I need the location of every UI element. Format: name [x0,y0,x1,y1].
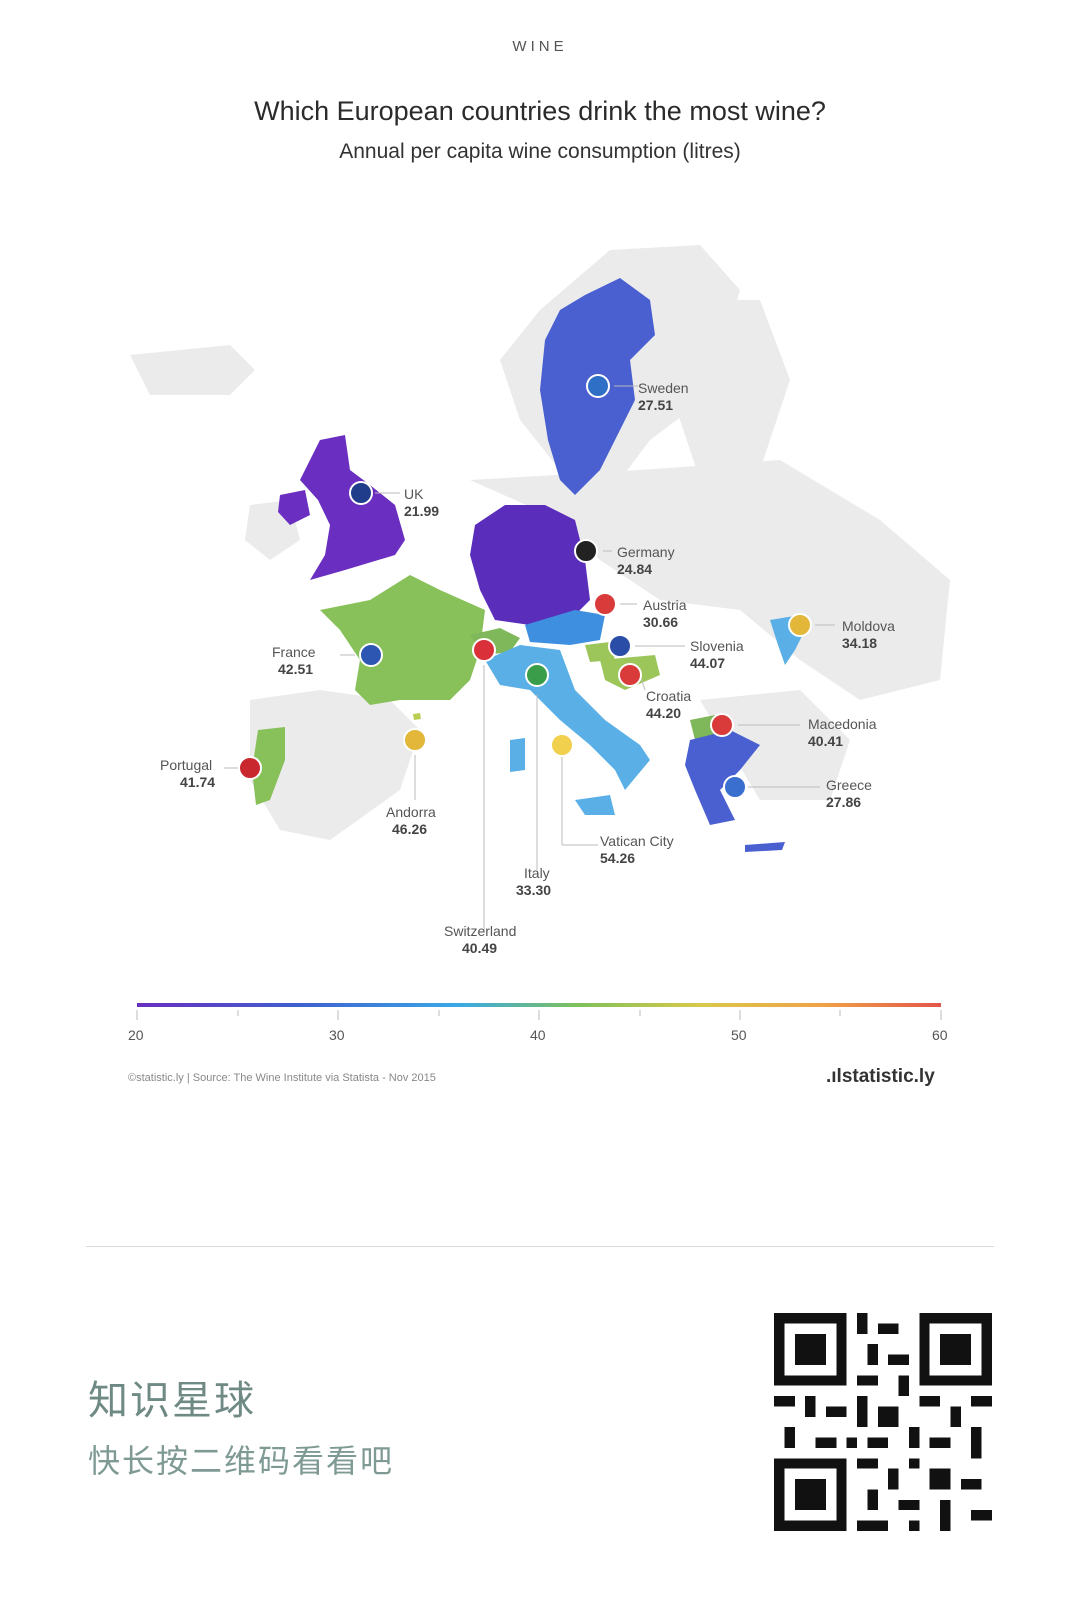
label-andorra: Andorra [386,804,436,820]
country-sicily [575,795,615,815]
label-switzerland: Switzerland [444,923,516,939]
country-germany [470,505,590,625]
leader-lines [224,385,835,930]
country-crete [745,842,785,852]
value-germany: 24.84 [617,561,652,577]
flag-uk-icon [349,481,373,505]
country-uk [300,435,405,580]
country-ireland [278,490,310,525]
flag-macedonia-icon [710,713,734,737]
country-slovenia [585,642,615,662]
flag-france-icon [359,643,383,667]
label-sweden: Sweden [638,380,689,396]
scale-tick-60: 60 [932,1027,948,1043]
label-macedonia: Macedonia [808,716,877,732]
chart-subtitle: Annual per capita wine consumption (litr… [339,140,741,163]
label-vatican: Vatican City [600,833,674,849]
value-vatican: 54.26 [600,850,635,866]
value-greece: 27.86 [826,794,861,810]
promo-subtitle: 快长按二维码看看吧 [88,1442,395,1480]
value-austria: 30.66 [643,614,678,630]
value-portugal: 41.74 [180,774,215,790]
flag-germany-icon [574,539,598,563]
value-moldova: 34.18 [842,635,877,651]
label-slovenia: Slovenia [690,638,744,654]
value-switzerland: 40.49 [462,940,497,956]
europe-map: Sweden 27.51 UK 21.99 Germany 24.84 Aust… [128,245,950,1043]
flag-vatican-icon [550,733,574,757]
brand-logo: .ılstatistic.ly [826,1066,935,1087]
kicker: WINE [512,38,568,55]
flag-switzerland-icon [472,638,496,662]
chart-title: Which European countries drink the most … [254,96,826,126]
value-france: 42.51 [278,661,313,677]
value-slovenia: 44.07 [690,655,725,671]
label-greece: Greece [826,777,872,793]
flag-markers [238,374,812,799]
qr-code-icon[interactable] [774,1313,992,1531]
label-moldova: Moldova [842,618,895,634]
label-germany: Germany [617,544,675,560]
label-france: France [272,644,316,660]
scale-ticks [136,1010,942,1020]
value-andorra: 46.26 [392,821,427,837]
label-croatia: Croatia [646,688,691,704]
color-scale-bar [137,1003,941,1007]
country-portugal [252,727,285,805]
flag-croatia-icon [618,663,642,687]
flag-portugal-icon [238,756,262,780]
flag-sweden-icon [586,374,610,398]
country-labels: Sweden 27.51 UK 21.99 Germany 24.84 Aust… [160,380,895,956]
country-andorra [413,713,421,720]
country-austria [525,610,605,645]
flag-italy-icon [525,663,549,687]
scale-tick-50: 50 [731,1027,747,1043]
label-italy: Italy [524,865,550,881]
country-greece [685,730,760,825]
flag-andorra-icon [403,728,427,752]
value-uk: 21.99 [404,503,439,519]
divider [86,1246,994,1247]
scale-tick-20: 20 [128,1027,144,1043]
label-uk: UK [404,486,424,502]
flag-greece-icon [723,775,747,799]
label-austria: Austria [643,597,687,613]
flag-slovenia-icon [608,634,632,658]
source-credit: ©statistic.ly | Source: The Wine Institu… [128,1072,436,1084]
label-portugal: Portugal [160,757,212,773]
value-sweden: 27.51 [638,397,673,413]
value-macedonia: 40.41 [808,733,843,749]
flag-austria-icon [593,592,617,616]
scale-tick-30: 30 [329,1027,345,1043]
value-italy: 33.30 [516,882,551,898]
country-sardinia [510,738,525,772]
value-croatia: 44.20 [646,705,681,721]
promo-title: 知识星球 [88,1378,256,1424]
scale-tick-40: 40 [530,1027,546,1043]
country-italy [485,645,650,790]
infographic: WINE Which European countries drink the … [128,38,950,1087]
flag-moldova-icon [788,613,812,637]
country-france [320,575,485,705]
